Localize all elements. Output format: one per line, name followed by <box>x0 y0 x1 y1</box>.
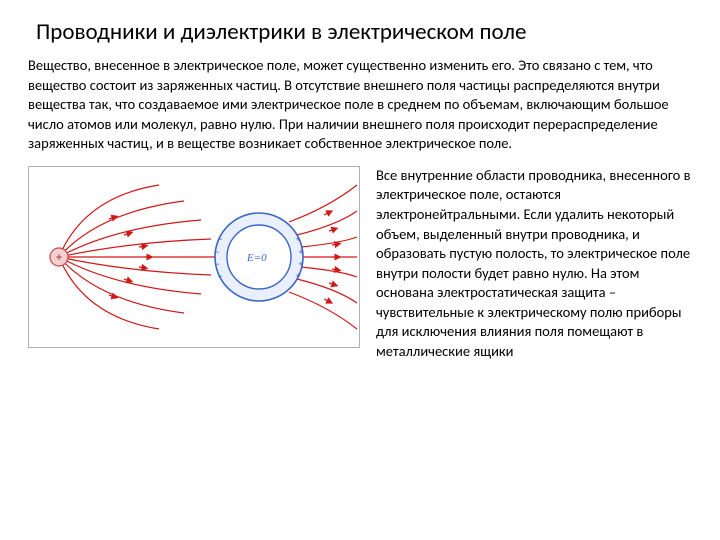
svg-text:+: + <box>298 259 303 269</box>
side-paragraph: Все внутренние области проводника, внесе… <box>376 166 692 362</box>
svg-text:−: − <box>214 259 219 269</box>
intro-paragraph: Вещество, внесенное в электрическое поле… <box>28 56 692 154</box>
svg-text:−: − <box>217 234 222 244</box>
two-column-layout: − − − − + + + + E=0 + Все внутр <box>28 166 692 362</box>
field-diagram: − − − − + + + + E=0 + <box>28 166 360 348</box>
page-title: Проводники и диэлектрики в электрическом… <box>28 18 692 46</box>
svg-text:−: − <box>214 247 219 257</box>
svg-text:+: + <box>298 247 303 257</box>
svg-text:+: + <box>295 271 300 281</box>
field-zero-label: E=0 <box>246 252 267 264</box>
figure-container: − − − − + + + + E=0 + <box>28 166 360 348</box>
svg-text:−: − <box>217 271 222 281</box>
svg-text:+: + <box>295 234 300 244</box>
point-charge-label: + <box>55 250 62 264</box>
